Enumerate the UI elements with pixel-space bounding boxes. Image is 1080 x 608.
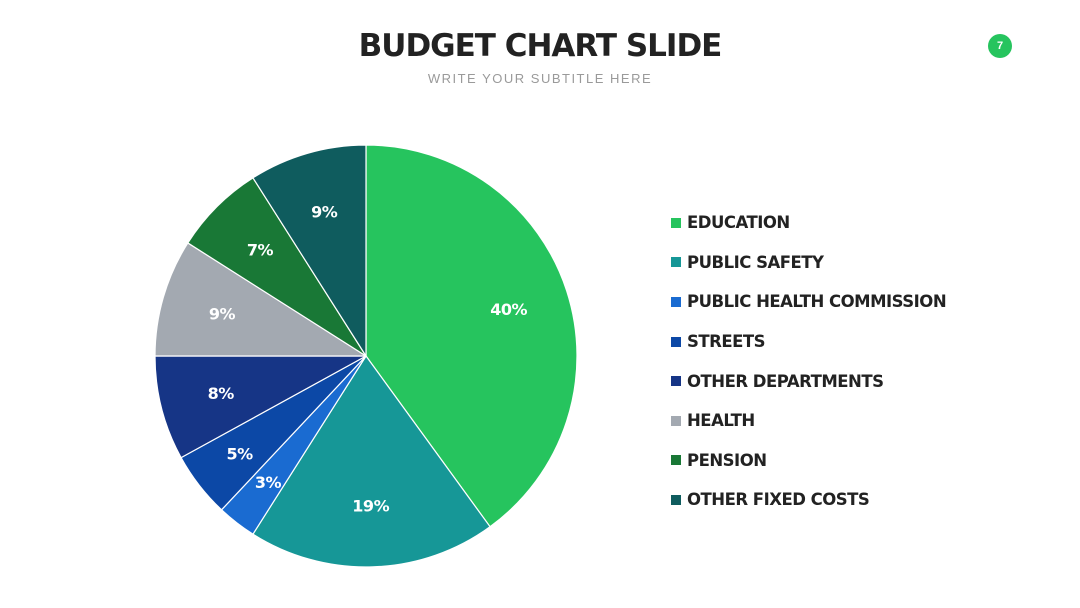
legend-swatch xyxy=(671,415,681,426)
legend-label: PUBLIC HEALTH COMMISSION xyxy=(687,292,947,312)
legend-label: PUBLIC SAFETY xyxy=(687,252,824,272)
legend-item-other-fixed-costs: OTHER FIXED COSTS xyxy=(671,480,946,520)
slide-title: BUDGET CHART SLIDE xyxy=(358,28,723,64)
pie-slice-other-departments xyxy=(154,355,367,459)
legend-swatch xyxy=(671,336,681,347)
legend-item-public-health-commission: PUBLIC HEALTH COMMISSION xyxy=(671,282,947,322)
legend-item-education: EDUCATION xyxy=(671,203,946,243)
legend-item-pension: PENSION xyxy=(671,441,946,481)
pie-slice-public-safety xyxy=(252,355,491,568)
legend-swatch xyxy=(671,257,681,268)
legend-swatch xyxy=(671,296,681,307)
legend-item-other-departments: OTHER DEPARTMENTS xyxy=(671,361,946,401)
page-number-badge: 7 xyxy=(988,34,1012,58)
legend-label: PENSION xyxy=(687,450,767,470)
chart-legend: EDUCATION PUBLIC SAFETY PUBLIC HEALTH COMM… xyxy=(671,203,947,520)
legend-label: HEALTH xyxy=(687,411,755,431)
pie-label-pension: 7% xyxy=(247,240,274,259)
pie-label-education: 40% xyxy=(490,300,527,319)
legend-swatch xyxy=(671,376,681,387)
pie-label-other-departments: 8% xyxy=(208,384,235,403)
legend-label: OTHER FIXED COSTS xyxy=(687,490,870,510)
legend-swatch xyxy=(671,494,681,505)
legend-item-public-safety: PUBLIC SAFETY xyxy=(671,243,946,283)
legend-swatch xyxy=(671,455,681,466)
legend-swatch xyxy=(671,217,681,228)
legend-label: STREETS xyxy=(687,332,766,352)
pie-label-health: 9% xyxy=(209,305,236,324)
pie-slice-education xyxy=(365,144,578,528)
pie-label-other-fixed-costs: 9% xyxy=(311,202,338,221)
pie-slice-health xyxy=(154,242,367,357)
legend-item-health: HEALTH xyxy=(671,401,946,441)
legend-item-streets: STREETS xyxy=(671,322,946,362)
pie-slice-other-fixed-costs xyxy=(252,144,367,357)
pie-label-streets: 5% xyxy=(226,445,253,464)
slide-subtitle: WRITE YOUR SUBTITLE HERE xyxy=(427,71,653,86)
legend-label: OTHER DEPARTMENTS xyxy=(687,371,884,391)
pie-label-public-safety: 19% xyxy=(352,496,389,515)
legend-label: EDUCATION xyxy=(687,213,790,233)
pie-label-public-health-commission: 3% xyxy=(255,473,282,492)
